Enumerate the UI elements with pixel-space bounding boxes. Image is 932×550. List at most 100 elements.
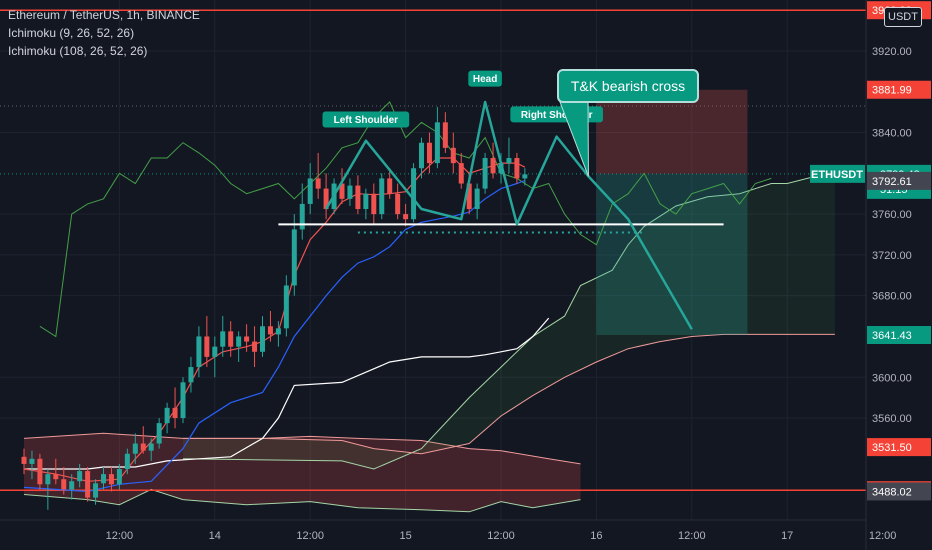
position-target-zone [596, 173, 748, 336]
candle-body [260, 326, 265, 352]
candle-body [450, 147, 456, 164]
x-axis-bg [0, 520, 866, 550]
position-stop-zone [596, 89, 748, 174]
candle-body [474, 188, 480, 210]
candle-body [434, 122, 440, 164]
candle-body [93, 483, 99, 498]
candle-body [108, 474, 114, 485]
pattern-label: Right Shoulder [510, 106, 603, 123]
candle-body [252, 341, 258, 352]
candle-body [188, 367, 194, 383]
candle-body [347, 185, 353, 199]
candle-body [490, 158, 496, 174]
candle-body [77, 471, 83, 482]
candle-body [69, 481, 75, 490]
price-tag [867, 482, 931, 501]
indicator-ichimoku-long[interactable]: Ichimoku (108, 26, 52, 26) [8, 44, 148, 58]
annotation-callout[interactable]: T&K bearish cross [557, 69, 699, 103]
symbol-title[interactable]: Ethereum / TetherUS, 1h, BINANCE [8, 8, 200, 22]
candle-body [116, 469, 122, 485]
candle-body [387, 178, 393, 194]
price-tag-label: 3488.02 [872, 486, 912, 498]
candle-body [299, 203, 305, 230]
candle-body [53, 474, 59, 480]
candle-body [85, 471, 91, 498]
candle-body [403, 214, 409, 220]
candle-body [132, 443, 138, 454]
price-tag-label: 3881.99 [872, 85, 912, 97]
cloud-long [24, 433, 581, 512]
candle-body [514, 158, 520, 179]
symbol-tag [810, 164, 865, 183]
candle-body [172, 407, 178, 419]
indicator-ichimoku-short[interactable]: Ichimoku (9, 26, 52, 26) [8, 26, 135, 40]
candle-body [315, 178, 321, 189]
candle-body [164, 407, 170, 424]
candle-body [379, 178, 385, 215]
candle-body [498, 163, 504, 174]
candle-body [124, 453, 130, 470]
x-tick-label: 12:00 [487, 530, 515, 542]
kijun-line [23, 179, 526, 493]
candle-body [442, 122, 448, 148]
chikou-line [39, 101, 772, 338]
candle-body [291, 229, 297, 286]
candle-body [140, 443, 146, 451]
span-a-line [182, 174, 835, 470]
candle-body [45, 474, 51, 485]
price-tag [867, 80, 931, 99]
x-tick-label: 12:00 [106, 530, 134, 542]
y-tick-label: 3560.00 [872, 413, 912, 425]
candle-body [29, 458, 35, 464]
price-tag [867, 326, 931, 345]
candle-body [283, 285, 289, 329]
x-tick-label: 17 [781, 530, 793, 542]
grid [0, 0, 884, 520]
y-tick-label: 3600.00 [872, 372, 912, 384]
candle-body [411, 168, 417, 220]
candle-body [275, 328, 281, 335]
x-tick-label: 14 [209, 530, 221, 542]
span-b-line [183, 333, 835, 455]
candle-body [156, 423, 162, 444]
candle-body [61, 479, 67, 490]
candle-body [196, 336, 202, 368]
y-tick-label: 3720.00 [872, 250, 912, 262]
candle-body [323, 188, 329, 210]
candle-body [37, 458, 43, 485]
x-tick-label: 16 [590, 530, 602, 542]
x-tick-label: 12:00 [296, 530, 324, 542]
y-tick-label: 3840.00 [872, 128, 912, 140]
price-tag [867, 438, 931, 457]
price-tag-label: 3641.43 [872, 330, 912, 342]
kijun-long-line [24, 317, 550, 470]
chart-legend: Ethereum / TetherUS, 1h, BINANCE Ichimok… [8, 6, 200, 60]
candle-body [419, 142, 424, 169]
pattern-label-text: Head [473, 74, 497, 85]
x-tick-label: 12:00 [678, 530, 706, 542]
candle-body [267, 326, 273, 335]
candle-body [355, 185, 361, 210]
cloud [183, 175, 835, 469]
candle-body [204, 336, 210, 357]
candle-body [395, 193, 401, 215]
candle-body [180, 382, 186, 419]
pattern-label: Head [468, 70, 502, 87]
candle-body [506, 158, 512, 164]
y-tick-label: 3760.00 [872, 209, 912, 221]
pattern-label: Left Shoulder [322, 111, 410, 128]
x-tick-label: 15 [399, 530, 411, 542]
pattern-label-text: Right Shoulder [521, 110, 593, 121]
y-tick-label: 3680.00 [872, 291, 912, 303]
candle-body [307, 178, 313, 204]
candle-body [148, 443, 154, 451]
pattern-label-text: Left Shoulder [334, 115, 399, 126]
span-a-long [23, 488, 581, 513]
currency-button[interactable]: USDT [884, 7, 922, 27]
candle-body [522, 174, 528, 179]
x-tick-label: 12:00 [869, 530, 897, 542]
candle-body [21, 456, 27, 464]
candle-body [101, 474, 106, 484]
